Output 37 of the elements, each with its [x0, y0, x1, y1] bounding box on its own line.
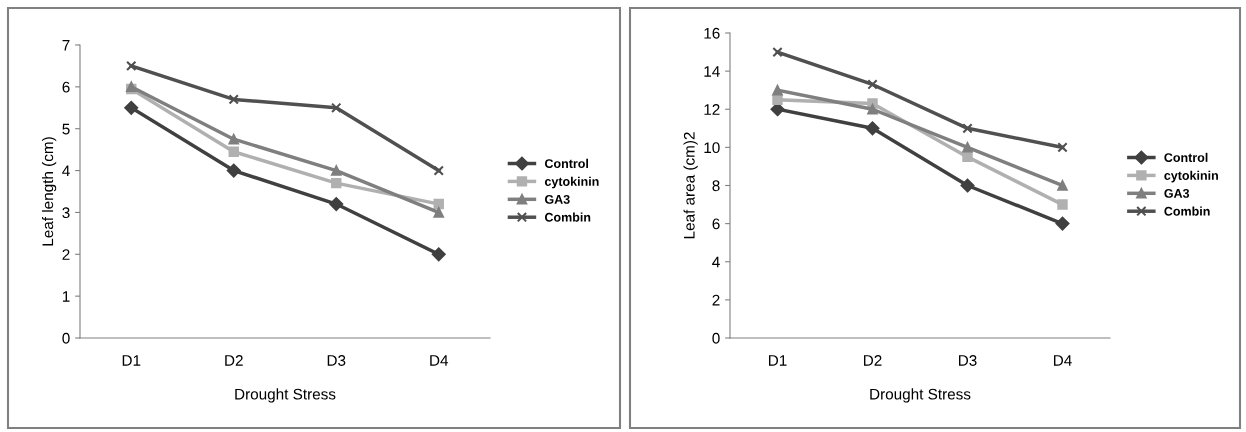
legend-label: Control [544, 158, 588, 168]
legend-label: Control [1164, 152, 1208, 162]
y-tick-label: 3 [62, 207, 70, 219]
x-tick-label: D1 [122, 355, 141, 366]
y-tick-label: 0 [712, 332, 720, 344]
y-axis-title: Leaf length (cm) [41, 137, 57, 246]
legend-label: GA3 [1164, 188, 1190, 198]
x-tick-label: D4 [430, 355, 449, 366]
y-tick-label: 1 [62, 291, 70, 302]
y-tick-label: 4 [712, 256, 720, 268]
legend-label: cytokinin [1164, 170, 1218, 183]
legend-label: cytokinin [544, 176, 599, 189]
y-tick-label: 6 [712, 218, 720, 230]
legend-label: GA3 [544, 194, 570, 204]
y-tick-label: 10 [704, 142, 720, 154]
y-tick-label: 2 [62, 249, 70, 260]
x-tick-label: D3 [327, 355, 346, 366]
y-tick-label: 0 [62, 332, 70, 344]
x-tick-label: D2 [225, 355, 243, 366]
y-axis-title: Leaf area (cm)2 [683, 132, 698, 239]
y-tick-label: 4 [62, 165, 70, 177]
y-tick-label: 5 [62, 123, 70, 135]
x-tick-label: D2 [863, 355, 882, 366]
y-tick-label: 16 [704, 27, 720, 39]
x-tick-label: D4 [1053, 355, 1072, 366]
y-tick-label: 2 [712, 294, 720, 306]
y-tick-label: 8 [712, 180, 720, 192]
x-axis-title: Drought Stress [235, 388, 336, 403]
y-tick-label: 12 [704, 104, 720, 115]
y-tick-label: 6 [62, 81, 70, 93]
x-axis-title: Drought Stress [870, 388, 971, 403]
legend-label: Combin [1164, 206, 1210, 216]
x-tick-label: D3 [958, 355, 977, 366]
y-tick-label: 7 [62, 40, 70, 51]
x-tick-label: D1 [768, 355, 787, 366]
y-tick-label: 14 [704, 66, 720, 77]
legend-label: Combin [544, 212, 591, 222]
